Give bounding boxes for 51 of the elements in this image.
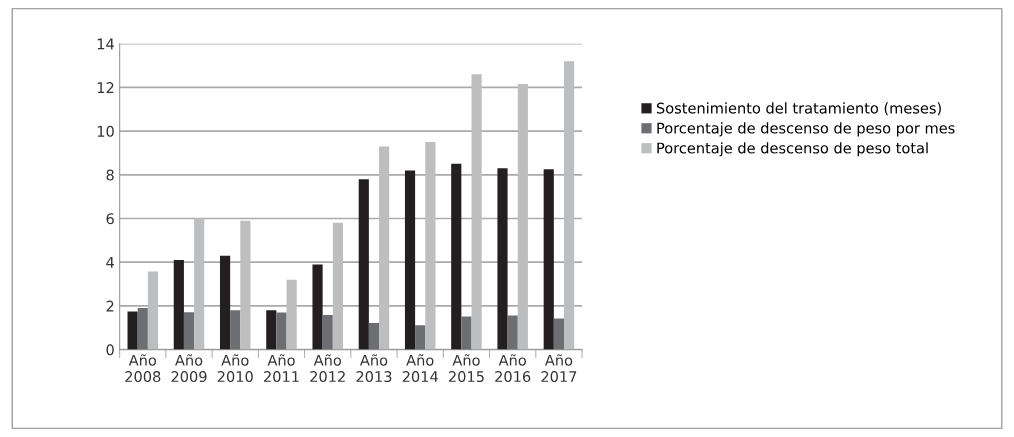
y-tick-label: 8 [106, 169, 114, 181]
legend-label: Porcentaje de descenso de peso por mes [657, 122, 955, 137]
bar [286, 279, 297, 350]
bar [517, 84, 528, 350]
y-tick-label: 4 [106, 257, 114, 268]
x-tick-label: Año 2012 [310, 354, 345, 383]
x-tick-label: Año 2017 [541, 354, 577, 383]
bar [507, 315, 518, 350]
bar [358, 179, 369, 350]
bar [461, 316, 472, 350]
y-tick-label: 2 [106, 300, 114, 312]
legend-label: Sostenimiento del tratamiento (meses) [656, 102, 941, 116]
x-tick-label: Año 2008 [125, 354, 161, 383]
bar [425, 142, 436, 350]
bar [147, 271, 159, 350]
bar [322, 315, 333, 350]
y-tick-label: 6 [106, 213, 114, 225]
legend-label: Porcentaje de descenso de peso total [657, 142, 928, 157]
bar [553, 318, 564, 350]
bar [127, 311, 138, 350]
bar [379, 146, 390, 350]
bar [183, 312, 195, 350]
bar [497, 168, 508, 350]
x-tick-label: Año 2014 [402, 354, 438, 383]
y-tick-label: 0 [106, 344, 114, 356]
x-tick-label: Año 2016 [495, 354, 531, 383]
bar [230, 310, 241, 350]
bar [194, 218, 205, 350]
bar [137, 308, 148, 350]
bar [173, 260, 184, 350]
bar [471, 74, 482, 350]
bar [543, 169, 554, 350]
x-tick-label: Año 2011 [264, 354, 299, 383]
x-tick-label: Año 2010 [217, 354, 253, 383]
bar [266, 310, 277, 350]
bar [404, 170, 416, 350]
bar [451, 163, 462, 350]
bar [276, 312, 287, 350]
y-tick-label: 14 [97, 38, 114, 50]
bar [332, 222, 343, 350]
x-tick-label: Año 2015 [448, 354, 484, 383]
x-tick-label: Año 2013 [356, 354, 392, 383]
bar [312, 264, 323, 350]
x-tick-label: Año 2009 [171, 354, 207, 383]
y-tick-label: 12 [97, 82, 114, 93]
bar [415, 325, 426, 350]
bar [219, 255, 231, 350]
bar [564, 61, 575, 350]
bar [240, 220, 251, 350]
y-tick-label: 10 [97, 125, 114, 137]
bar [368, 322, 380, 350]
